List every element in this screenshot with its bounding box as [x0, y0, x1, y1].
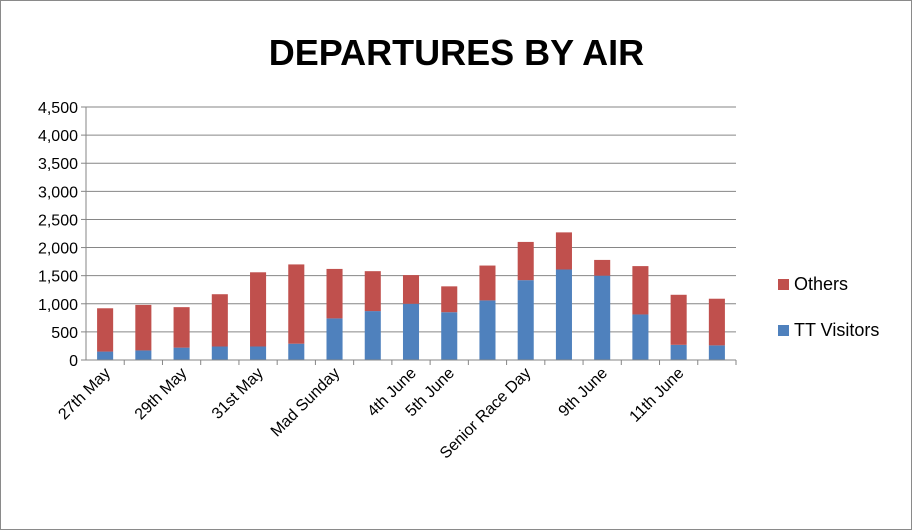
bar-tt-visitors [709, 345, 725, 360]
y-tick-label: 500 [51, 325, 78, 342]
bar-others [250, 272, 266, 346]
y-tick-labels: 0 500 1,000 1,500 2,000 2,500 3,000 3,500 4,000 4… [38, 100, 78, 370]
bar-others [671, 295, 687, 345]
bar-tt-visitors [403, 304, 419, 360]
bar-tt-visitors [327, 318, 343, 360]
x-tick-label: 9th June [556, 365, 611, 420]
x-tick-label: 11th June [627, 365, 688, 426]
bar-tt-visitors [250, 347, 266, 360]
bar-tt-visitors [365, 311, 381, 360]
bar-others [212, 294, 228, 346]
bar-tt-visitors [288, 344, 304, 360]
x-tick-label: 29th May [132, 365, 191, 424]
bar-others [556, 232, 572, 269]
bar-others [97, 308, 113, 351]
legend-swatch [778, 325, 789, 336]
bar-others [594, 260, 610, 276]
y-tick-label: 3,000 [38, 184, 78, 201]
bar-tt-visitors [174, 348, 190, 360]
bar-others [174, 307, 190, 347]
y-tick-label: 3,500 [38, 156, 78, 173]
y-tick-label: 4,000 [38, 128, 78, 145]
bar-others [365, 271, 381, 311]
y-tick-label: 1,500 [38, 269, 78, 286]
y-tick-label: 1,000 [38, 297, 78, 314]
bar-others [288, 264, 304, 343]
y-tick-label: 2,500 [38, 212, 78, 229]
legend-swatch [778, 279, 789, 290]
bar-tt-visitors [556, 269, 572, 360]
bar-tt-visitors [212, 347, 228, 360]
legend-label: TT Visitors [794, 320, 879, 340]
bar-tt-visitors [594, 276, 610, 360]
x-tick-label: 31st May [209, 365, 267, 423]
bar-others [518, 242, 534, 280]
bar-tt-visitors [441, 312, 457, 360]
bar-tt-visitors [135, 350, 151, 360]
bar-others [441, 286, 457, 312]
x-tick-label: 27th May [55, 365, 114, 424]
bar-others [479, 266, 495, 301]
x-tick-labels: 27th May 29th May 31st May Mad Sunday 4th Ju… [55, 365, 687, 463]
bar-tt-visitors [632, 314, 648, 360]
bars [97, 232, 725, 360]
bar-tt-visitors [518, 280, 534, 360]
y-tick-label: 4,500 [38, 100, 78, 117]
bar-tt-visitors [479, 300, 495, 360]
y-tick-label: 2,000 [38, 241, 78, 258]
bar-tt-visitors [97, 352, 113, 360]
bar-others [709, 299, 725, 346]
bar-others [327, 269, 343, 318]
y-tick-label: 0 [69, 353, 78, 370]
bar-others [632, 266, 648, 314]
legend-label: Others [794, 274, 848, 294]
bar-others [135, 305, 151, 351]
bar-others [403, 275, 419, 304]
x-tick-label: Mad Sunday [268, 365, 344, 441]
bar-tt-visitors [671, 345, 687, 360]
legend: Others TT Visitors [778, 274, 879, 340]
